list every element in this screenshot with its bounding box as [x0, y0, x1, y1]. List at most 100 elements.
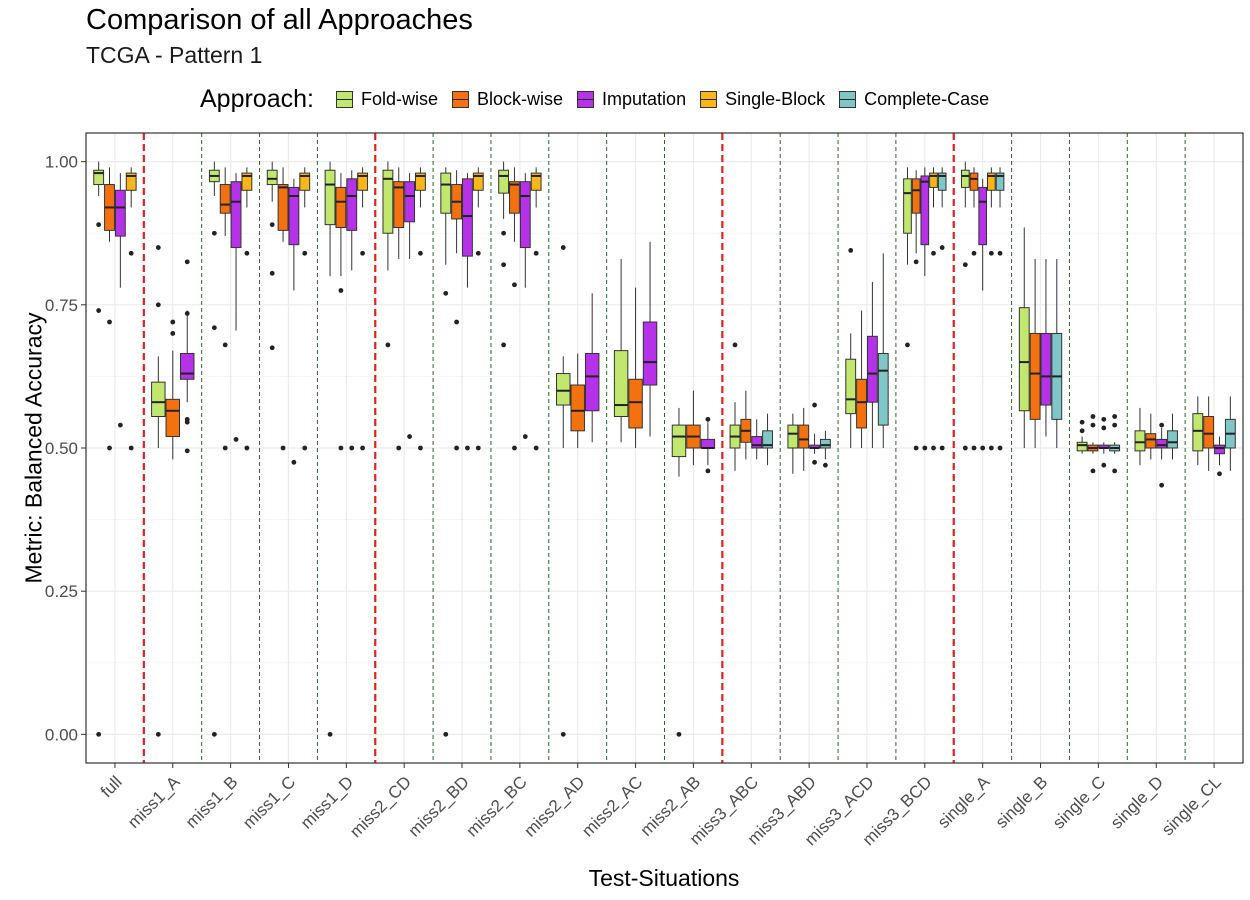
box-single_D-imputation [1156, 422, 1168, 488]
box-body [1214, 444, 1225, 455]
outlier-point [155, 731, 161, 737]
x-tick-label: miss1_B [182, 772, 242, 832]
outlier-point [211, 731, 217, 737]
box-body [530, 172, 542, 191]
box-body [819, 438, 831, 449]
box-miss3_ACD-block-wise [856, 310, 867, 448]
y-tick-label: 1.00 [45, 153, 78, 172]
outlier-point [501, 342, 507, 348]
box-body [866, 335, 878, 403]
box-miss3_ACD-fold-wise [845, 248, 857, 448]
box-body [335, 186, 347, 228]
box-miss3_BCD-single-block [929, 167, 938, 451]
box-body [219, 184, 231, 214]
box-miss2_BC-single-block [530, 167, 542, 451]
outlier-point [1090, 468, 1096, 474]
legend-item-single-block: Single-Block [700, 89, 825, 110]
box-miss2_AC-fold-wise [613, 259, 629, 443]
x-tick-label: single_B [992, 772, 1052, 832]
box-body [404, 181, 416, 223]
outlier-point [170, 331, 176, 336]
outlier-point [501, 230, 507, 236]
x-tick-label: miss1_C [239, 772, 299, 832]
outlier-point [170, 319, 176, 325]
box-body [987, 172, 996, 191]
box-miss1_D-fold-wise [324, 161, 336, 737]
x-tick-label: miss2_AD [520, 772, 588, 840]
x-tick-label: single_CL [1158, 772, 1225, 839]
outlier-point [184, 259, 190, 265]
box-miss3_BCD-block-wise [911, 170, 921, 451]
y-tick-label: 0.75 [45, 296, 78, 315]
box-body [114, 189, 126, 237]
outlier-point [418, 445, 423, 451]
legend-label: Complete-Case [864, 88, 990, 109]
box-body [1145, 433, 1157, 449]
box-body [519, 181, 531, 249]
box-miss3_BCD-complete-case [937, 167, 947, 451]
outlier-point [922, 445, 928, 451]
outlier-point [997, 445, 1003, 451]
legend: Approach: Fold-wise Block-wise Imputation S… [200, 84, 1003, 114]
box-miss3_ACD-imputation [866, 281, 878, 448]
y-tick-label: 0.00 [45, 725, 78, 744]
x-axis-label: Test-Situations [588, 865, 740, 891]
box-miss2_CD-imputation [404, 173, 416, 439]
box-single_CL-block-wise [1203, 396, 1215, 471]
outlier-point [291, 459, 297, 465]
box-body [700, 438, 716, 449]
box-miss1_B-block-wise [219, 167, 231, 451]
box-body [266, 169, 278, 186]
box-body [241, 172, 253, 191]
box-single_D-complete-case [1167, 413, 1178, 460]
outlier-point [905, 342, 910, 348]
outlier-point [1159, 482, 1165, 488]
outlier-point [1090, 422, 1096, 428]
box-full-single-block [125, 167, 137, 451]
x-tick-label: miss2_BC [462, 772, 530, 840]
box-miss3_ACD-complete-case [877, 253, 889, 448]
outlier-point [233, 437, 239, 442]
box-miss1_A-imputation [180, 259, 195, 454]
outlier-point [107, 445, 112, 451]
outlier-point [848, 248, 854, 253]
box-body [299, 172, 311, 191]
outlier-point [360, 445, 365, 451]
outlier-point [971, 250, 977, 256]
box-body [440, 172, 452, 214]
outlier-point [1101, 425, 1107, 431]
box-body [856, 378, 867, 429]
x-tick-label: single_C [1049, 772, 1109, 832]
y-tick-label: 0.25 [45, 582, 78, 601]
legend-item-block-wise: Block-wise [452, 89, 563, 110]
x-tick-label: miss2_AC [578, 772, 646, 840]
box-miss2_AD-fold-wise [556, 245, 571, 737]
box-miss1_B-fold-wise [208, 161, 220, 737]
outlier-point [913, 259, 919, 265]
outlier-point [338, 445, 344, 451]
outlier-point [1079, 428, 1085, 434]
outlier-point [454, 445, 460, 451]
box-body [787, 424, 799, 449]
outlier-point [244, 250, 250, 256]
box-miss1_A-block-wise [165, 319, 181, 460]
box-miss1_C-fold-wise [266, 161, 278, 351]
outlier-point [407, 434, 412, 439]
outlier-point [1101, 416, 1107, 422]
box-single_A-imputation [978, 178, 988, 451]
box-miss1_D-single-block [357, 167, 369, 451]
box-miss2_AB-block-wise [686, 390, 701, 466]
box-body [324, 169, 336, 226]
box-miss3_BCD-fold-wise [903, 167, 912, 348]
box-body [877, 353, 889, 426]
outlier-point [705, 416, 711, 422]
outlier-point [96, 308, 102, 313]
outlier-point [465, 445, 470, 451]
outlier-point [1217, 471, 1222, 477]
legend-label: Single-Block [725, 88, 826, 109]
box-body [613, 350, 629, 417]
outlier-point [211, 325, 217, 331]
box-miss2_CD-fold-wise [382, 161, 394, 348]
legend-label: Block-wise [477, 88, 564, 109]
legend-item-fold-wise: Fold-wise [335, 89, 438, 110]
